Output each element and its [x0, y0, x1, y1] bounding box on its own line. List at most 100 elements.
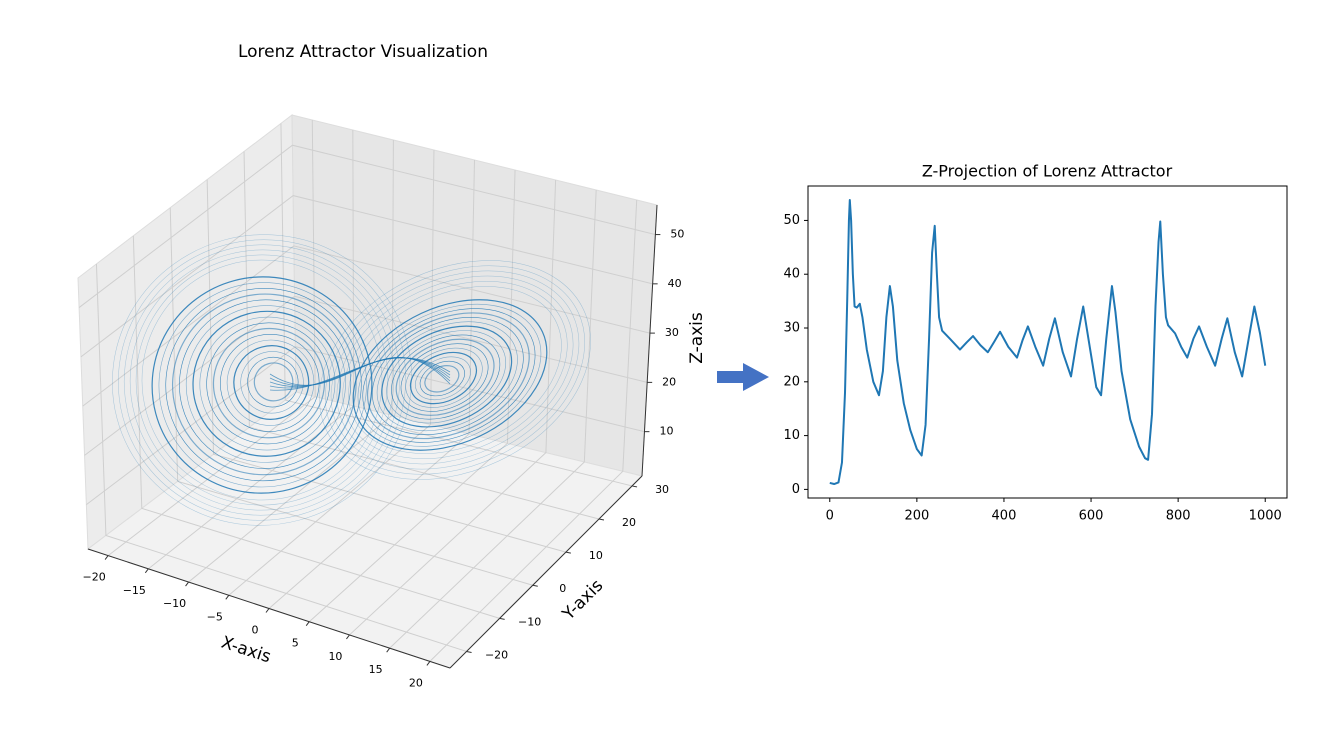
attractor-loop — [206, 322, 331, 445]
grid-line — [86, 346, 645, 506]
x-tick-label: 200 — [904, 509, 929, 524]
attractor-loop — [362, 308, 536, 443]
y-axis-line — [449, 475, 643, 669]
attractor-loop — [219, 333, 320, 432]
attractor-outer — [118, 239, 406, 521]
attractor-loop — [179, 299, 352, 469]
grid-line — [349, 179, 557, 636]
attractor-outer — [319, 260, 591, 480]
grid-line — [280, 123, 633, 487]
grid-line — [268, 159, 475, 609]
attractor-outer — [342, 281, 568, 459]
attractor-loop — [165, 288, 362, 482]
attractor-outer — [324, 265, 586, 475]
attractor-outer — [141, 259, 383, 501]
attractor-loop — [376, 321, 518, 432]
attractor-trace — [112, 234, 591, 526]
grid-line — [389, 189, 597, 649]
attractor-loop — [372, 317, 524, 435]
grid-line — [132, 235, 500, 619]
grid-line — [95, 263, 467, 652]
data-line — [829, 198, 1267, 486]
attractor-outer — [348, 286, 562, 454]
attractor-loop — [415, 356, 471, 401]
y-tick — [532, 584, 538, 587]
x-tick-label: 400 — [992, 509, 1017, 524]
attractor-outer — [135, 254, 389, 506]
y-tick-label: −20 — [485, 648, 508, 661]
y-tick-label: 20 — [783, 374, 800, 389]
x-tick — [346, 634, 350, 640]
x-tick-label: 20 — [409, 676, 423, 689]
x-tick-label: 800 — [1166, 509, 1191, 524]
attractor-loop — [240, 351, 304, 414]
attractor-loop — [253, 362, 294, 402]
attractor-outer — [129, 249, 395, 511]
grid-line — [228, 149, 435, 596]
attractor-loop — [400, 343, 489, 412]
attractor-loop — [424, 365, 460, 393]
grid-line — [206, 179, 566, 553]
x-axis-label: X-axis — [219, 633, 274, 668]
attractor-loop — [226, 339, 315, 426]
attractor-loop — [357, 303, 542, 447]
y-tick-label: 0 — [559, 582, 566, 595]
attractor-loop — [395, 338, 495, 416]
x-tick-label: −15 — [123, 584, 146, 597]
attractor-loop — [405, 347, 483, 408]
grid-line — [80, 195, 653, 358]
z-axis-label: Z-axis — [687, 312, 707, 364]
y-tick-label: 50 — [783, 213, 800, 228]
z-tick-label: 30 — [665, 326, 679, 339]
x-tick — [144, 568, 149, 574]
x-tick — [104, 555, 109, 560]
x-tick-label: 0 — [826, 509, 834, 524]
attractor-outer — [123, 244, 401, 516]
y-tick-label: 0 — [792, 482, 800, 497]
x-tick-label: −5 — [207, 610, 223, 623]
attractor-loop — [192, 310, 341, 457]
x-tick-label: 10 — [328, 650, 342, 663]
attractor-outer — [336, 275, 574, 465]
grid-line — [78, 144, 656, 308]
x-tick-label: 15 — [369, 663, 383, 676]
3d-axes: −20 −15 −10 −5 0 5 10 15 20 −20 −10 0 10 20 30 10 20 30 40… — [83, 204, 684, 689]
z-tick-label: 50 — [670, 228, 684, 241]
attractor-loop — [233, 345, 310, 420]
x-tick-label: 0 — [252, 624, 259, 637]
grid-line — [107, 119, 316, 557]
attractor-loop — [247, 356, 299, 408]
z-tick-label: 40 — [668, 277, 682, 290]
y-tick-label: 10 — [589, 549, 603, 562]
attractor-loop — [381, 325, 513, 428]
attractor-loop — [199, 316, 336, 451]
x-tick — [305, 621, 310, 627]
y-tick — [598, 518, 605, 521]
attractor-outer — [112, 234, 412, 526]
attractor-loop — [185, 305, 346, 463]
chart-title: Lorenz Attractor Visualization — [238, 42, 488, 62]
attractor-bridge — [269, 357, 451, 386]
attractor-loop — [366, 312, 530, 440]
y-tick — [565, 551, 571, 554]
y-tick-label: 30 — [783, 321, 800, 336]
attractor-loop — [391, 334, 501, 420]
arrow — [717, 363, 769, 391]
y-tick-label: 30 — [655, 483, 669, 496]
z-tick-label: 20 — [662, 375, 676, 388]
attractor-loop — [352, 299, 548, 451]
x-tick-label: 5 — [292, 637, 299, 650]
3d-panes — [77, 114, 658, 669]
attractor-loop — [409, 351, 477, 405]
y-tick-label: −10 — [518, 615, 541, 628]
x-tick-label: −10 — [163, 597, 186, 610]
y-tick-label: 40 — [783, 267, 800, 282]
line-chart: Z-Projection of Lorenz Attractor 0 200 400… — [783, 162, 1288, 524]
attractor-loop — [212, 327, 326, 439]
y-tick — [631, 485, 638, 488]
x-tick-label: 600 — [1079, 509, 1104, 524]
grid-line — [169, 207, 533, 586]
attractor-loop — [386, 330, 507, 424]
attractor-outer — [330, 270, 580, 470]
